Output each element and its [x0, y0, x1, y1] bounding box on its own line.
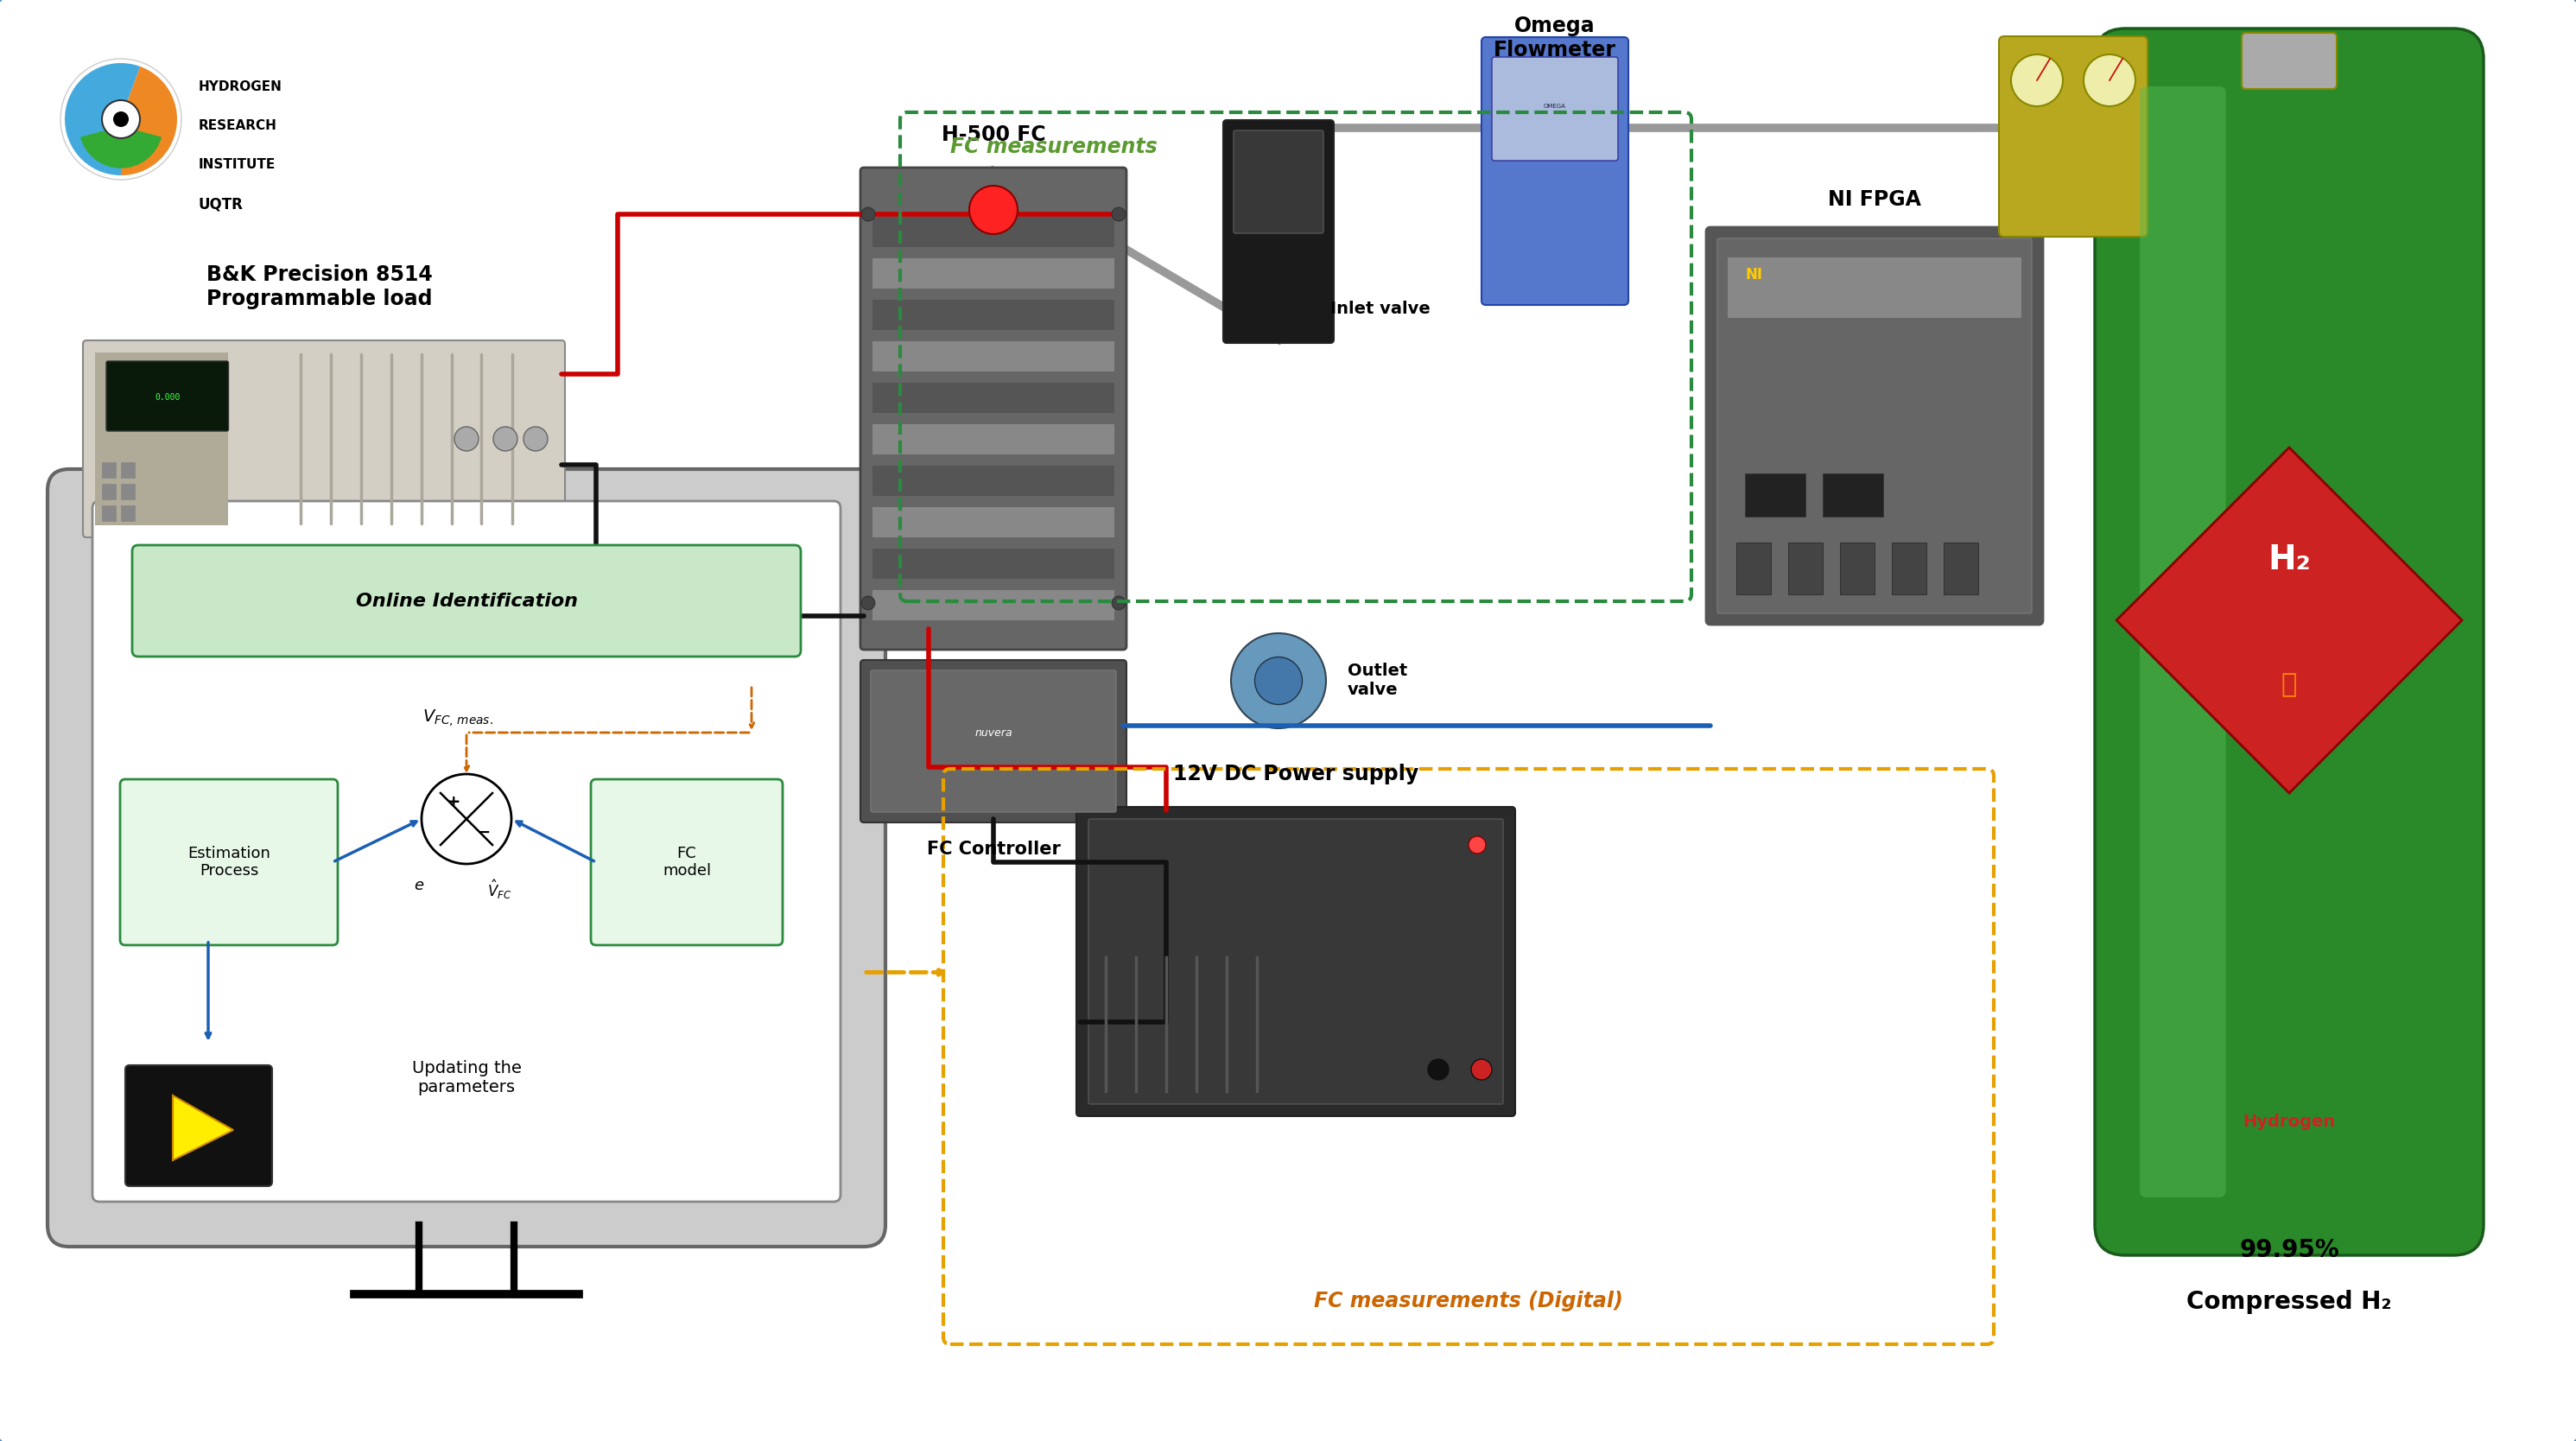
FancyBboxPatch shape: [871, 670, 1115, 813]
FancyBboxPatch shape: [5, 6, 2571, 1435]
Circle shape: [1468, 836, 1486, 853]
Bar: [1824, 474, 1883, 517]
Bar: [873, 342, 1115, 372]
Circle shape: [1113, 597, 1126, 610]
Bar: [103, 463, 116, 478]
Text: RESEARCH: RESEARCH: [198, 120, 278, 133]
Bar: [95, 353, 229, 526]
FancyBboxPatch shape: [2094, 29, 2483, 1255]
Text: HYDROGEN: HYDROGEN: [198, 81, 283, 94]
Text: Compressed H₂: Compressed H₂: [2187, 1290, 2391, 1314]
FancyBboxPatch shape: [1481, 37, 1628, 305]
Circle shape: [1471, 1059, 1492, 1079]
Text: FC measurements (Digital): FC measurements (Digital): [1314, 1291, 1623, 1311]
Circle shape: [1231, 633, 1327, 728]
Text: ⬥: ⬥: [2282, 673, 2298, 697]
Text: $\hat{V}_{FC}$: $\hat{V}_{FC}$: [487, 878, 513, 901]
Text: 12V DC Power supply: 12V DC Power supply: [1172, 764, 1419, 784]
Circle shape: [860, 208, 876, 220]
Circle shape: [2084, 55, 2136, 107]
Bar: [873, 258, 1115, 288]
FancyBboxPatch shape: [121, 780, 337, 945]
Bar: [1736, 542, 1770, 594]
Text: H₂: H₂: [2267, 543, 2311, 576]
Circle shape: [2012, 55, 2063, 107]
Circle shape: [492, 427, 518, 451]
Bar: [873, 216, 1115, 246]
Text: Outlet
valve: Outlet valve: [1347, 663, 1406, 699]
Polygon shape: [2117, 448, 2463, 793]
Text: NI: NI: [1744, 267, 1762, 282]
Text: $V_{FC,\,meas.}$: $V_{FC,\,meas.}$: [422, 708, 492, 728]
Text: FC measurements: FC measurements: [951, 137, 1157, 157]
Text: Updating the
parameters: Updating the parameters: [412, 1061, 520, 1095]
Circle shape: [453, 427, 479, 451]
FancyBboxPatch shape: [1090, 818, 1504, 1104]
FancyBboxPatch shape: [1492, 58, 1618, 161]
Bar: [873, 465, 1115, 496]
Text: Estimation
Process: Estimation Process: [188, 846, 270, 879]
Bar: [873, 507, 1115, 537]
Wedge shape: [121, 66, 178, 176]
FancyBboxPatch shape: [1718, 238, 2032, 614]
FancyBboxPatch shape: [590, 780, 783, 945]
Text: INSTITUTE: INSTITUTE: [198, 159, 276, 171]
Circle shape: [860, 597, 876, 610]
Bar: [103, 506, 116, 522]
FancyBboxPatch shape: [1224, 120, 1334, 343]
Text: FC
model: FC model: [662, 846, 711, 879]
Text: e: e: [415, 878, 425, 893]
Circle shape: [113, 111, 129, 127]
FancyBboxPatch shape: [93, 501, 840, 1202]
FancyBboxPatch shape: [860, 660, 1126, 823]
Text: −: −: [477, 824, 492, 840]
FancyBboxPatch shape: [2141, 86, 2226, 1197]
Text: 99.95%: 99.95%: [2239, 1238, 2339, 1262]
Text: H-500 FC: H-500 FC: [940, 124, 1046, 146]
Bar: [1788, 542, 1824, 594]
Bar: [121, 506, 134, 522]
Bar: [121, 484, 134, 500]
Circle shape: [422, 774, 513, 865]
Bar: [1945, 542, 1978, 594]
FancyBboxPatch shape: [82, 340, 564, 537]
Bar: [103, 484, 116, 500]
FancyBboxPatch shape: [860, 167, 1126, 650]
Text: Inlet valve: Inlet valve: [1329, 301, 1430, 317]
Circle shape: [103, 101, 139, 138]
Polygon shape: [173, 1095, 234, 1160]
Text: Omega
Flowmeter: Omega Flowmeter: [1494, 16, 1615, 61]
Bar: [873, 300, 1115, 330]
Circle shape: [523, 427, 549, 451]
Text: FC Controller: FC Controller: [927, 840, 1061, 857]
Text: OMEGA: OMEGA: [1543, 104, 1566, 110]
FancyBboxPatch shape: [106, 362, 229, 431]
Text: NI FPGA: NI FPGA: [1829, 189, 1922, 210]
FancyBboxPatch shape: [1999, 36, 2148, 236]
Text: nuvera: nuvera: [974, 726, 1012, 738]
Bar: [1839, 542, 1875, 594]
FancyBboxPatch shape: [2241, 33, 2336, 89]
Bar: [1728, 258, 2022, 318]
Text: Online Identification: Online Identification: [355, 592, 577, 610]
FancyBboxPatch shape: [1077, 807, 1515, 1117]
Text: 0.000: 0.000: [155, 393, 180, 402]
Wedge shape: [64, 63, 139, 176]
Text: +: +: [446, 794, 461, 810]
Bar: [1744, 474, 1806, 517]
Wedge shape: [80, 127, 162, 169]
FancyBboxPatch shape: [1705, 228, 2043, 624]
Bar: [873, 383, 1115, 414]
Circle shape: [1255, 657, 1303, 705]
Bar: [873, 549, 1115, 579]
Bar: [1891, 542, 1927, 594]
FancyBboxPatch shape: [46, 470, 886, 1246]
FancyBboxPatch shape: [131, 545, 801, 657]
Text: UQTR: UQTR: [198, 197, 245, 212]
Bar: [873, 589, 1115, 620]
FancyBboxPatch shape: [126, 1065, 273, 1186]
Bar: [873, 424, 1115, 454]
FancyBboxPatch shape: [1234, 131, 1324, 233]
Bar: [121, 463, 134, 478]
